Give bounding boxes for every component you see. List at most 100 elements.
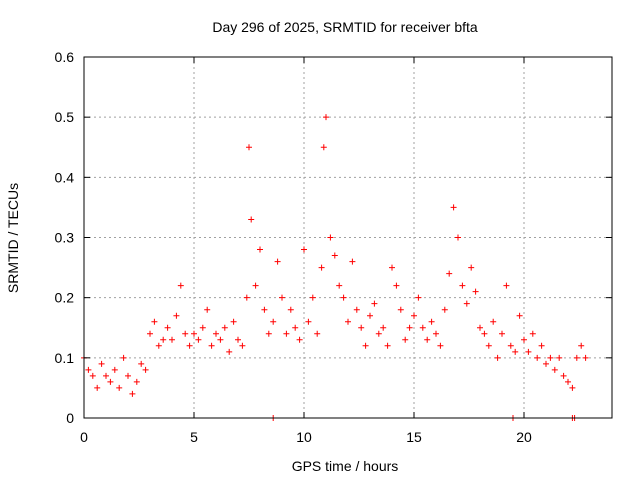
data-point: [459, 282, 466, 289]
data-point: [551, 366, 558, 373]
data-point: [534, 354, 541, 361]
data-point: [155, 342, 162, 349]
y-tick-label: 0.1: [55, 350, 75, 366]
data-point: [279, 294, 285, 301]
y-tick-label: 0: [66, 410, 74, 426]
data-point: [503, 282, 510, 289]
data-point: [243, 294, 250, 301]
data-point: [85, 366, 92, 373]
data-point: [133, 378, 140, 385]
data-point: [169, 336, 175, 343]
data-point: [261, 306, 268, 313]
data-point: [327, 234, 334, 241]
data-point: [331, 252, 338, 259]
y-tick-label: 0.6: [55, 49, 75, 65]
data-point: [246, 144, 252, 151]
data-point: [103, 372, 109, 379]
data-point: [173, 312, 180, 319]
data-point: [318, 264, 325, 271]
data-points: [81, 114, 589, 421]
data-point: [257, 246, 263, 253]
data-point: [208, 342, 215, 349]
data-point: [160, 336, 167, 343]
tick-labels: 0 0.1 0.2 0.3 0.4 0.5 0.6 0 5 10 15 20: [55, 49, 532, 445]
grid: [84, 57, 612, 418]
data-point: [397, 306, 404, 313]
data-point: [556, 354, 563, 361]
data-point: [406, 324, 413, 331]
data-point: [472, 288, 479, 295]
data-point: [89, 372, 96, 379]
data-point: [380, 324, 387, 331]
data-point: [547, 354, 554, 361]
data-point: [323, 114, 329, 121]
x-tick-label: 20: [516, 429, 532, 445]
data-point: [437, 342, 444, 349]
data-point: [419, 324, 426, 331]
data-point: [314, 330, 321, 337]
data-point: [336, 282, 343, 289]
data-point: [560, 372, 567, 379]
data-point: [538, 342, 545, 349]
data-point: [199, 324, 206, 331]
data-point: [529, 330, 536, 337]
data-point: [477, 324, 483, 331]
data-point: [274, 258, 281, 265]
data-point: [345, 318, 351, 325]
data-point: [424, 336, 431, 343]
data-point: [481, 330, 488, 337]
x-axis-label: GPS time / hours: [292, 458, 399, 474]
data-point: [116, 384, 123, 391]
data-point: [120, 354, 127, 361]
x-tick-label: 10: [296, 429, 312, 445]
data-point: [147, 330, 153, 337]
data-point: [358, 324, 365, 331]
data-point: [565, 378, 571, 385]
data-point: [578, 342, 585, 349]
data-point: [213, 330, 219, 337]
y-tick-label: 0.4: [55, 169, 75, 185]
data-point: [94, 384, 101, 391]
data-point: [371, 300, 378, 307]
data-point: [186, 342, 193, 349]
data-point: [468, 264, 475, 271]
data-point: [362, 342, 369, 349]
data-point: [525, 348, 532, 355]
data-point: [107, 378, 114, 385]
data-point: [217, 336, 224, 343]
data-point: [490, 318, 497, 325]
data-point: [164, 324, 171, 331]
data-point: [441, 306, 448, 313]
chart-title: Day 296 of 2025, SRMTID for receiver bft…: [212, 19, 478, 35]
data-point: [340, 294, 347, 301]
data-point: [182, 330, 189, 337]
x-tick-label: 0: [80, 429, 88, 445]
y-tick-label: 0.5: [55, 109, 75, 125]
data-point: [507, 342, 514, 349]
data-point: [499, 330, 505, 337]
data-point: [195, 336, 202, 343]
data-point: [287, 306, 294, 313]
x-tick-label: 5: [190, 429, 198, 445]
data-point: [125, 372, 131, 379]
data-point: [573, 354, 580, 361]
data-point: [129, 390, 136, 397]
data-point: [283, 330, 290, 337]
data-point: [569, 384, 576, 391]
data-point: [226, 348, 233, 355]
data-point: [463, 300, 470, 307]
axis-ticks: [83, 56, 612, 419]
data-point: [235, 336, 241, 343]
data-point: [516, 312, 523, 319]
data-point: [296, 336, 303, 343]
data-point: [191, 330, 197, 337]
data-point: [239, 342, 246, 349]
data-point: [230, 318, 237, 325]
data-point: [485, 342, 492, 349]
data-point: [384, 342, 391, 349]
data-point: [248, 216, 255, 223]
data-point: [301, 246, 307, 253]
data-point: [111, 366, 118, 373]
data-point: [320, 144, 327, 151]
